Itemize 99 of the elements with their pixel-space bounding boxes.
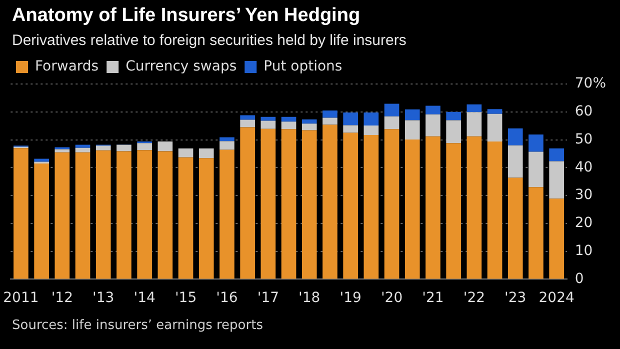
bar bbox=[343, 125, 358, 133]
chart-subtitle: Derivatives relative to foreign securities held by life insurers bbox=[12, 32, 406, 49]
y-tick-label: 40 bbox=[574, 159, 593, 176]
chart-title: Anatomy of Life Insurers’ Yen Hedging bbox=[12, 5, 360, 27]
bar bbox=[158, 151, 173, 279]
bar bbox=[260, 128, 276, 279]
x-tick-label: '20 bbox=[380, 290, 403, 306]
y-tick-label: 0 bbox=[574, 270, 584, 287]
bar bbox=[260, 120, 276, 129]
legend-label: Forwards bbox=[35, 58, 99, 75]
bar bbox=[487, 109, 502, 114]
bar bbox=[302, 119, 317, 124]
y-tick-label: 50 bbox=[574, 131, 593, 148]
bar bbox=[178, 157, 194, 279]
bar bbox=[446, 112, 461, 120]
bar bbox=[54, 149, 70, 152]
x-tick-label: '12 bbox=[51, 290, 73, 306]
bar bbox=[343, 112, 358, 126]
bar bbox=[240, 127, 255, 279]
bar bbox=[281, 129, 296, 279]
bar bbox=[384, 104, 400, 116]
bar bbox=[446, 120, 461, 144]
bar bbox=[75, 152, 90, 279]
x-tick-label: '22 bbox=[463, 290, 486, 306]
bar bbox=[75, 148, 90, 152]
bar bbox=[549, 198, 564, 279]
bar bbox=[487, 114, 502, 142]
x-tick-label: '21 bbox=[422, 290, 444, 306]
bar bbox=[549, 161, 564, 199]
bar bbox=[281, 122, 296, 130]
y-tick-label: 70% bbox=[574, 76, 606, 92]
bar bbox=[322, 118, 338, 125]
y-tick-label: 30 bbox=[574, 187, 593, 204]
bar bbox=[96, 150, 111, 279]
bar bbox=[528, 187, 544, 279]
bar bbox=[14, 148, 28, 279]
bar bbox=[116, 144, 132, 152]
y-tick-label: 20 bbox=[574, 215, 593, 232]
x-tick-label: '18 bbox=[298, 290, 320, 306]
bar bbox=[426, 136, 440, 279]
bar bbox=[466, 136, 482, 279]
x-tick-label: '17 bbox=[257, 290, 280, 306]
bar bbox=[260, 116, 276, 121]
bar bbox=[34, 163, 49, 279]
source-note: Sources: life insurers’ earnings reports bbox=[12, 318, 263, 333]
bar bbox=[281, 116, 296, 122]
bar bbox=[96, 146, 111, 150]
bar bbox=[404, 109, 420, 120]
bar bbox=[178, 148, 194, 158]
y-tick-label: 10 bbox=[574, 242, 593, 259]
bar bbox=[240, 120, 255, 128]
bar bbox=[466, 112, 482, 136]
x-tick-label: '15 bbox=[174, 290, 197, 306]
x-tick-label: 2024 bbox=[538, 290, 574, 306]
bar bbox=[508, 128, 523, 146]
bar bbox=[116, 151, 132, 279]
x-tick-label: '16 bbox=[216, 290, 238, 306]
bar bbox=[364, 112, 379, 126]
bar bbox=[508, 145, 523, 178]
bar bbox=[220, 141, 234, 150]
bar bbox=[466, 104, 482, 112]
bar bbox=[220, 150, 234, 279]
bar bbox=[302, 130, 317, 279]
y-tick-label: 60 bbox=[574, 104, 593, 120]
bar bbox=[343, 132, 358, 279]
bar bbox=[549, 148, 564, 162]
bar bbox=[364, 135, 379, 279]
bar bbox=[198, 148, 214, 158]
legend-label: Put options bbox=[264, 58, 342, 75]
bar bbox=[446, 143, 461, 279]
bar bbox=[137, 143, 152, 150]
x-tick-label: '23 bbox=[504, 290, 526, 306]
bar bbox=[364, 126, 379, 136]
bar bbox=[508, 178, 523, 279]
bar bbox=[54, 152, 70, 279]
bar bbox=[322, 110, 338, 118]
x-tick-label: '13 bbox=[92, 290, 114, 306]
bar bbox=[404, 139, 420, 279]
bar bbox=[487, 141, 502, 279]
bar bbox=[384, 129, 400, 279]
x-tick-label: 2011 bbox=[3, 290, 39, 306]
bar bbox=[528, 134, 544, 152]
bar bbox=[240, 115, 255, 120]
bar bbox=[198, 158, 214, 279]
bar bbox=[75, 144, 90, 148]
bar bbox=[426, 106, 440, 114]
bar bbox=[322, 124, 338, 279]
bar bbox=[137, 150, 152, 279]
x-tick-label: '14 bbox=[134, 290, 156, 306]
bar bbox=[426, 114, 440, 136]
bar bbox=[34, 158, 49, 162]
bar bbox=[302, 124, 317, 130]
x-tick-label: '19 bbox=[340, 290, 362, 306]
bar bbox=[528, 152, 544, 188]
bar bbox=[404, 120, 420, 140]
bar bbox=[384, 116, 400, 130]
bar bbox=[158, 141, 173, 152]
bar bbox=[220, 137, 234, 142]
legend-label: Currency swaps bbox=[126, 58, 237, 75]
